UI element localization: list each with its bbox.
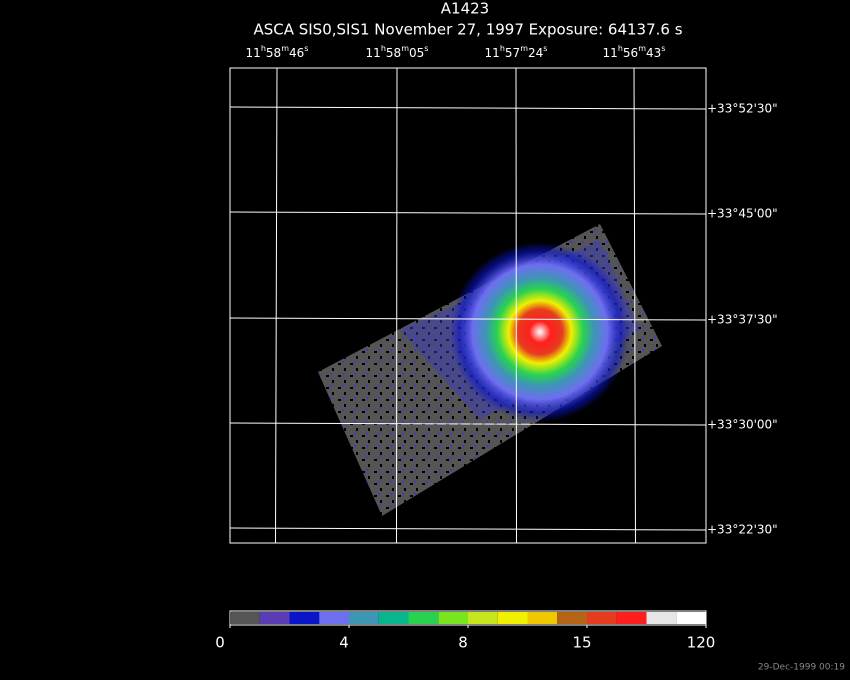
ra-unit: m	[638, 44, 646, 53]
dec-label: +33°37'30"	[707, 313, 778, 327]
cluster-emission	[450, 242, 630, 422]
ra-number: 05	[409, 46, 424, 60]
ra-number: 11	[485, 46, 500, 60]
colorbar-cell	[646, 612, 677, 624]
ra-number: 46	[289, 46, 304, 60]
ra-grid-line	[396, 67, 398, 544]
ra-unit: h	[618, 44, 623, 53]
ra-number: 56	[623, 46, 638, 60]
colorbar-label: 120	[687, 634, 716, 652]
dec-label: +33°52'30"	[707, 102, 778, 116]
dec-label: +33°30'00"	[707, 418, 778, 432]
ra-unit: h	[381, 44, 386, 53]
ra-label: 11h58m05s	[366, 44, 429, 60]
colorbar-cell	[289, 612, 320, 624]
colorbar-cell	[438, 612, 468, 624]
ra-number: 11	[366, 46, 381, 60]
colorbar-label: 15	[572, 634, 591, 652]
ra-unit: s	[424, 44, 428, 53]
ra-label: 11h57m24s	[485, 44, 548, 60]
ra-number: 57	[505, 46, 520, 60]
ra-number: 11	[603, 46, 618, 60]
title: A1423	[441, 0, 489, 18]
ra-number: 24	[528, 46, 543, 60]
ra-number: 58	[266, 46, 281, 60]
colorbar-cell	[468, 612, 498, 624]
ra-unit: s	[304, 44, 308, 53]
ra-unit: m	[401, 44, 409, 53]
ra-unit: h	[500, 44, 505, 53]
colorbar-cell	[230, 612, 260, 624]
ra-grid-line	[515, 67, 517, 544]
colorbar-cell	[676, 612, 706, 624]
colorbar-cell	[319, 612, 349, 624]
colorbar-cell	[259, 612, 290, 624]
ra-unit: m	[281, 44, 289, 53]
colorbar-cell	[557, 612, 587, 624]
ra-unit: s	[661, 44, 665, 53]
colorbar-label: 0	[215, 634, 225, 652]
subtitle: ASCA SIS0,SIS1 November 27, 1997 Exposur…	[253, 21, 682, 39]
colorbar-label: 4	[339, 634, 349, 652]
dec-grid-line	[229, 211, 707, 215]
footer: 29-Dec-1999 00:19	[758, 663, 845, 673]
ra-unit: m	[520, 44, 528, 53]
colorbar-label: 8	[458, 634, 468, 652]
dec-grid-line	[229, 317, 707, 321]
dec-label: +33°45'00"	[707, 207, 778, 221]
image	[318, 224, 662, 516]
ra-number: 11	[246, 46, 261, 60]
colorbar-cell	[408, 612, 439, 624]
dec-grid-line	[229, 422, 707, 426]
ra-grid-line	[633, 67, 636, 544]
ra-grid-line	[275, 67, 278, 544]
ra-unit: h	[261, 44, 266, 53]
dec-label: +33°22'30"	[707, 523, 778, 537]
colorbar-cell	[616, 612, 647, 624]
colorbar-cell	[497, 612, 528, 624]
ra-number: 58	[386, 46, 401, 60]
ra-label: 11h56m43s	[603, 44, 666, 60]
colorbar-cell	[378, 612, 409, 624]
dec-grid-line	[229, 527, 707, 531]
colorbar-cell	[527, 612, 558, 624]
ra-label: 11h58m46s	[246, 44, 309, 60]
ra-unit: s	[543, 44, 547, 53]
colorbar-cell	[587, 612, 617, 624]
ra-number: 43	[646, 46, 661, 60]
frame	[229, 67, 707, 544]
colorbar-cell	[349, 612, 379, 624]
dec-grid-line	[229, 106, 707, 110]
